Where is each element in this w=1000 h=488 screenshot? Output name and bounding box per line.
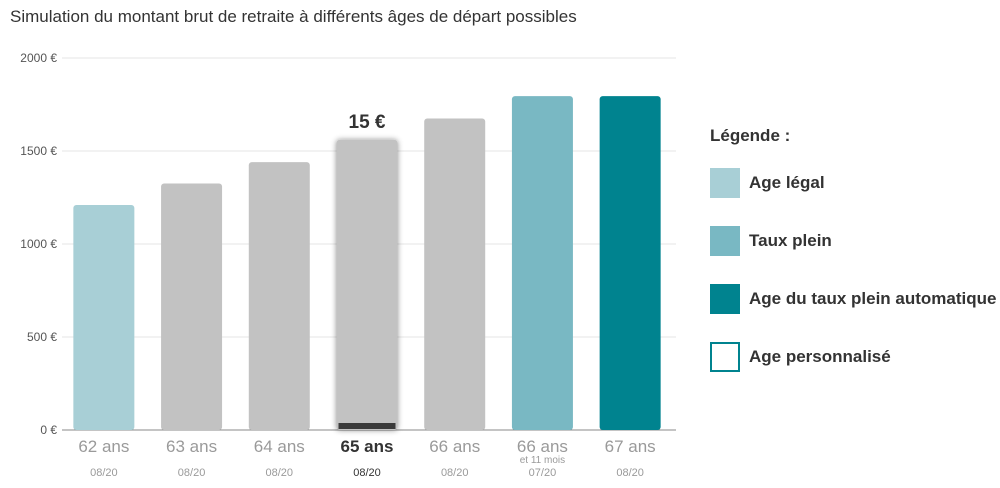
y-tick-label: 0 € xyxy=(40,423,57,437)
x-category-label: 67 ans xyxy=(605,437,656,456)
legend: Légende : Age légal Taux plein Age du ta… xyxy=(710,126,1000,400)
legend-label-taux-plein: Taux plein xyxy=(749,231,832,250)
bar-62-ans[interactable] xyxy=(73,204,135,430)
y-tick-label: 1500 € xyxy=(20,144,57,158)
selected-bar-marker xyxy=(338,423,396,429)
x-category-label: 64 ans xyxy=(254,437,305,456)
y-tick-label: 2000 € xyxy=(20,51,57,65)
x-date-label: 08/20 xyxy=(353,467,381,479)
legend-label-taux-plein-auto: Age du taux plein automatique xyxy=(749,289,997,308)
chart-title: Simulation du montant brut de retraite à… xyxy=(10,7,577,26)
x-date-label: 07/20 xyxy=(529,467,557,479)
legend-label-age-personnalise: Age personnalisé xyxy=(749,347,891,366)
y-tick-label: 1000 € xyxy=(20,237,57,251)
selected-value-label: 15 € xyxy=(349,112,386,133)
legend-item-taux-plein-auto: Age du taux plein automatique xyxy=(710,284,1000,314)
x-date-label: 08/20 xyxy=(616,467,644,479)
legend-swatch-taux-plein-auto xyxy=(710,284,740,314)
legend-swatch-age-personnalise xyxy=(710,342,740,372)
legend-title: Légende : xyxy=(710,126,791,145)
bar-66-ans-et-11-mois[interactable] xyxy=(511,96,573,430)
bar-66-ans[interactable] xyxy=(424,118,486,430)
legend-item-age-personnalise: Age personnalisé xyxy=(710,342,1000,372)
bar-64-ans[interactable] xyxy=(248,162,310,430)
x-category-label: 66 ans xyxy=(429,437,480,456)
bar-chart: 0 € 500 € 1000 € 1500 € 2000 € 62 ans 08/20 63… xyxy=(20,51,676,479)
x-category-label: 66 ans xyxy=(517,437,568,456)
legend-swatch-age-legal xyxy=(710,168,740,198)
bar-65-ans[interactable] xyxy=(336,139,398,430)
x-date-label: 08/20 xyxy=(441,467,469,479)
legend-item-age-legal: Age légal xyxy=(710,168,1000,198)
x-category-label: 63 ans xyxy=(166,437,217,456)
x-date-label: 08/20 xyxy=(90,467,118,479)
x-category-label: 65 ans xyxy=(341,437,394,456)
bar-67-ans[interactable] xyxy=(599,96,661,430)
bar-63-ans[interactable] xyxy=(161,183,223,430)
x-date-label: 08/20 xyxy=(266,467,294,479)
x-date-label: 08/20 xyxy=(178,467,206,479)
y-tick-label: 500 € xyxy=(27,330,57,344)
legend-label-age-legal: Age légal xyxy=(749,173,825,192)
x-category-sublabel: et 11 mois xyxy=(520,455,565,466)
legend-swatch-taux-plein xyxy=(710,226,740,256)
x-category-label: 62 ans xyxy=(78,437,129,456)
legend-item-taux-plein: Taux plein xyxy=(710,226,1000,256)
